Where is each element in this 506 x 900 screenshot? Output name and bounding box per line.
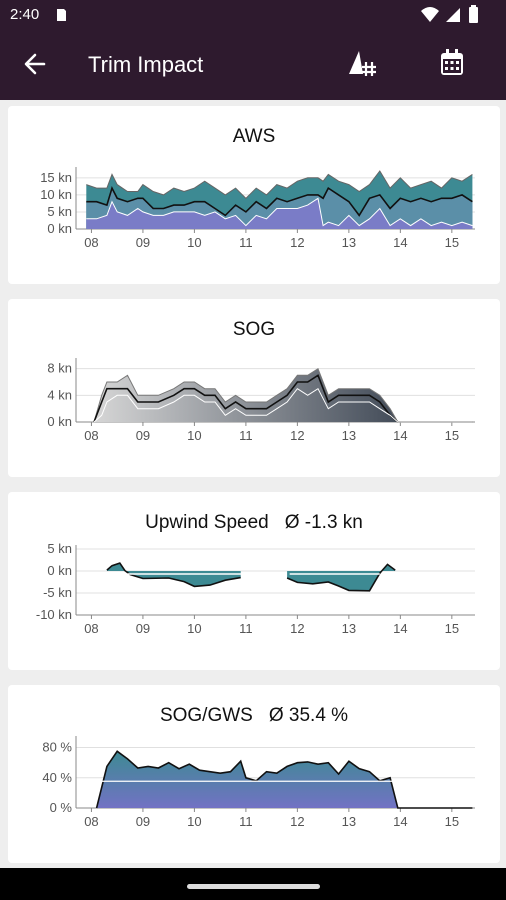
y-tick-label: -10 kn	[36, 607, 72, 622]
home-handle[interactable]	[187, 884, 320, 889]
x-tick-label: 13	[342, 235, 356, 250]
series-line	[86, 197, 473, 227]
series-area	[287, 564, 396, 591]
x-tick-label: 09	[136, 814, 150, 829]
x-tick-label: 13	[342, 814, 356, 829]
series-line	[86, 170, 473, 200]
upwind-chart: 5 kn 0 kn -5 kn -10 kn 08 09 10 11 12 13 14 15	[36, 541, 475, 636]
x-tick-label: 10	[187, 428, 201, 443]
y-tick-label: 0 kn	[47, 221, 72, 236]
wifi-icon	[421, 7, 439, 22]
soggws-card: SOG/GWS Ø 35.4 % 80 % 40 % 0 % 08 09 10 11 12 13 1…	[8, 685, 500, 863]
series-line	[93, 374, 473, 423]
series-line	[106, 562, 241, 588]
aws-chart: 15 kn 10 kn 5 kn 0 kn 08 09 10 11 12 13 14 15	[40, 167, 475, 250]
sog-title: SOG	[232, 319, 276, 340]
soggws-chart: 80 % 40 % 0 % 08 09 10 11 12 13 14 15	[42, 736, 475, 829]
x-tick-label: 10	[187, 621, 201, 636]
sd-card-icon	[57, 9, 66, 21]
y-tick-label: 40 %	[42, 770, 72, 785]
y-tick-label: 0 kn	[47, 414, 72, 429]
aws-card: AWS 15 kn 10 kn 5 kn 0 kn 08 09 10 11 12 13 14 15	[8, 106, 500, 284]
x-tick-label: 10	[187, 814, 201, 829]
sog-card-title: SOG	[8, 319, 500, 341]
x-tick-label: 12	[290, 814, 304, 829]
x-tick-label: 14	[393, 428, 407, 443]
upwind-average: Ø -1.3 kn	[284, 512, 363, 533]
x-tick-label: 12	[290, 428, 304, 443]
x-tick-label: 08	[84, 814, 98, 829]
status-time: 2:40	[10, 6, 40, 23]
soggws-title: SOG/GWS	[159, 705, 253, 726]
y-tick-label: 0 %	[50, 800, 73, 815]
x-tick-label: 08	[84, 621, 98, 636]
y-tick-label: 10 kn	[40, 187, 72, 202]
y-tick-label: 80 %	[42, 740, 72, 755]
x-tick-label: 09	[136, 235, 150, 250]
x-tick-label: 15	[445, 621, 459, 636]
y-tick-label: 0 kn	[47, 563, 72, 578]
calendar-icon[interactable]	[438, 48, 466, 78]
x-tick-label: 15	[445, 235, 459, 250]
navigation-bar	[0, 868, 506, 900]
aws-card-title: AWS	[8, 126, 500, 148]
series-line	[286, 563, 396, 592]
series-line	[93, 387, 473, 423]
x-tick-label: 15	[445, 814, 459, 829]
x-tick-label: 12	[290, 235, 304, 250]
series-line	[86, 185, 473, 217]
x-tick-label: 14	[393, 621, 407, 636]
upwind-card-title: Upwind Speed Ø -1.3 kn	[8, 512, 500, 534]
x-tick-label: 09	[136, 621, 150, 636]
back-arrow-icon[interactable]	[22, 51, 48, 77]
x-tick-label: 08	[84, 428, 98, 443]
series-area	[96, 751, 473, 808]
x-tick-label: 11	[239, 428, 253, 443]
x-tick-label: 11	[239, 235, 253, 250]
signal-icon	[446, 8, 460, 22]
x-tick-label: 11	[239, 621, 253, 636]
aws-title: AWS	[232, 126, 276, 147]
soggws-card-title: SOG/GWS Ø 35.4 %	[8, 705, 500, 727]
x-tick-label: 14	[393, 814, 407, 829]
x-tick-label: 13	[342, 428, 356, 443]
sail-number-icon[interactable]	[345, 48, 379, 82]
status-bar: 2:40	[0, 0, 506, 30]
x-tick-label: 14	[393, 235, 407, 250]
page-title: Trim Impact	[88, 52, 204, 77]
y-tick-label: 8 kn	[47, 361, 72, 376]
x-tick-label: 11	[239, 814, 253, 829]
x-tick-label: 12	[290, 621, 304, 636]
series-area	[86, 198, 473, 229]
sog-chart: 8 kn 4 kn 0 kn 08 09 10 11 12 13 14 15	[47, 358, 475, 443]
sog-card: SOG 8 kn 4 kn 0 kn 08 09 10 11 12 13 14 15	[8, 299, 500, 477]
y-tick-label: 5 kn	[47, 541, 72, 556]
x-tick-label: 13	[342, 621, 356, 636]
x-tick-label: 08	[84, 235, 98, 250]
y-tick-label: -5 kn	[43, 585, 72, 600]
app-bar: Trim Impact	[0, 30, 506, 100]
y-tick-label: 4 kn	[47, 387, 72, 402]
series-line	[93, 367, 473, 423]
x-tick-label: 09	[136, 428, 150, 443]
y-tick-label: 15 kn	[40, 170, 72, 185]
upwind-card: Upwind Speed Ø -1.3 kn 5 kn 0 kn -5 kn -10 k…	[8, 492, 500, 670]
x-tick-label: 10	[187, 235, 201, 250]
battery-icon	[469, 5, 478, 23]
y-tick-label: 5 kn	[47, 204, 72, 219]
x-tick-label: 15	[445, 428, 459, 443]
upwind-title: Upwind Speed	[145, 512, 269, 533]
soggws-average: Ø 35.4 %	[268, 705, 349, 726]
